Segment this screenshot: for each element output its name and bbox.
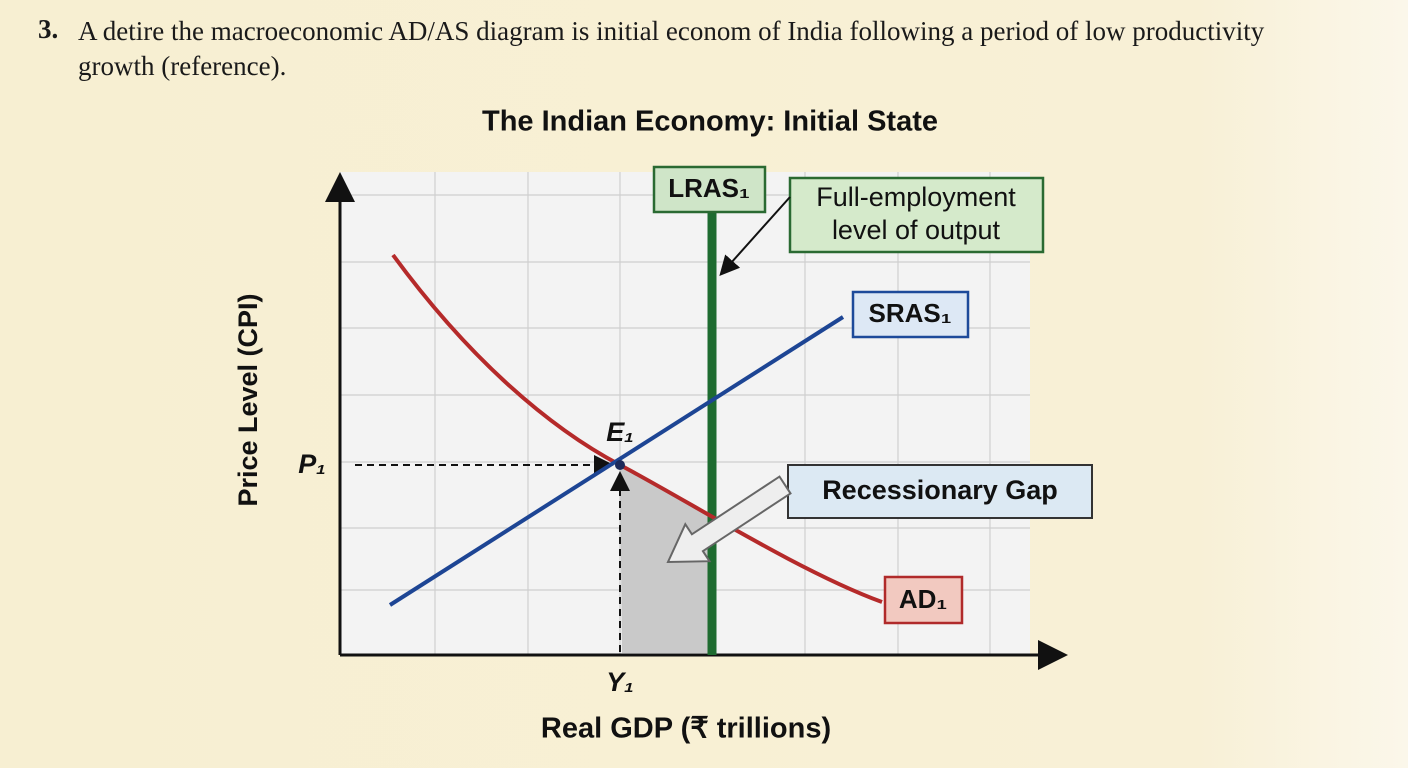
question-text: A detire the macroeconomic AD/AS diagram… — [78, 16, 1265, 81]
sras-box — [851, 290, 970, 339]
ad-label: AD₁ — [899, 584, 947, 614]
full-employment-arrow — [719, 196, 791, 276]
full-employment-line2: level of output — [832, 215, 1001, 245]
e1-label: E₁ — [606, 417, 634, 447]
gap-box — [787, 464, 1093, 519]
gap-label: Recessionary Gap — [822, 475, 1058, 505]
lras-box — [652, 165, 767, 214]
full-employment-line1: Full-employment — [816, 182, 1016, 212]
sras-label: SRAS₁ — [869, 298, 952, 328]
y1-label: Y₁ — [606, 667, 634, 697]
diagram-title: The Indian Economy: Initial State — [482, 106, 938, 138]
x-axis-label: Real GDP (₹ trillions) — [541, 713, 831, 745]
equilibrium-point — [615, 460, 625, 470]
question-number: 3. — [38, 14, 59, 44]
p1-label: P₁ — [298, 449, 326, 479]
lras-label: LRAS₁ — [668, 173, 750, 203]
gap-shading — [620, 465, 712, 653]
sras-line — [388, 315, 845, 607]
y-axis-label: Price Level (CPI) — [233, 293, 263, 506]
ad-box — [883, 575, 964, 625]
gap-arrow — [666, 475, 792, 564]
full-employment-box — [788, 176, 1045, 254]
